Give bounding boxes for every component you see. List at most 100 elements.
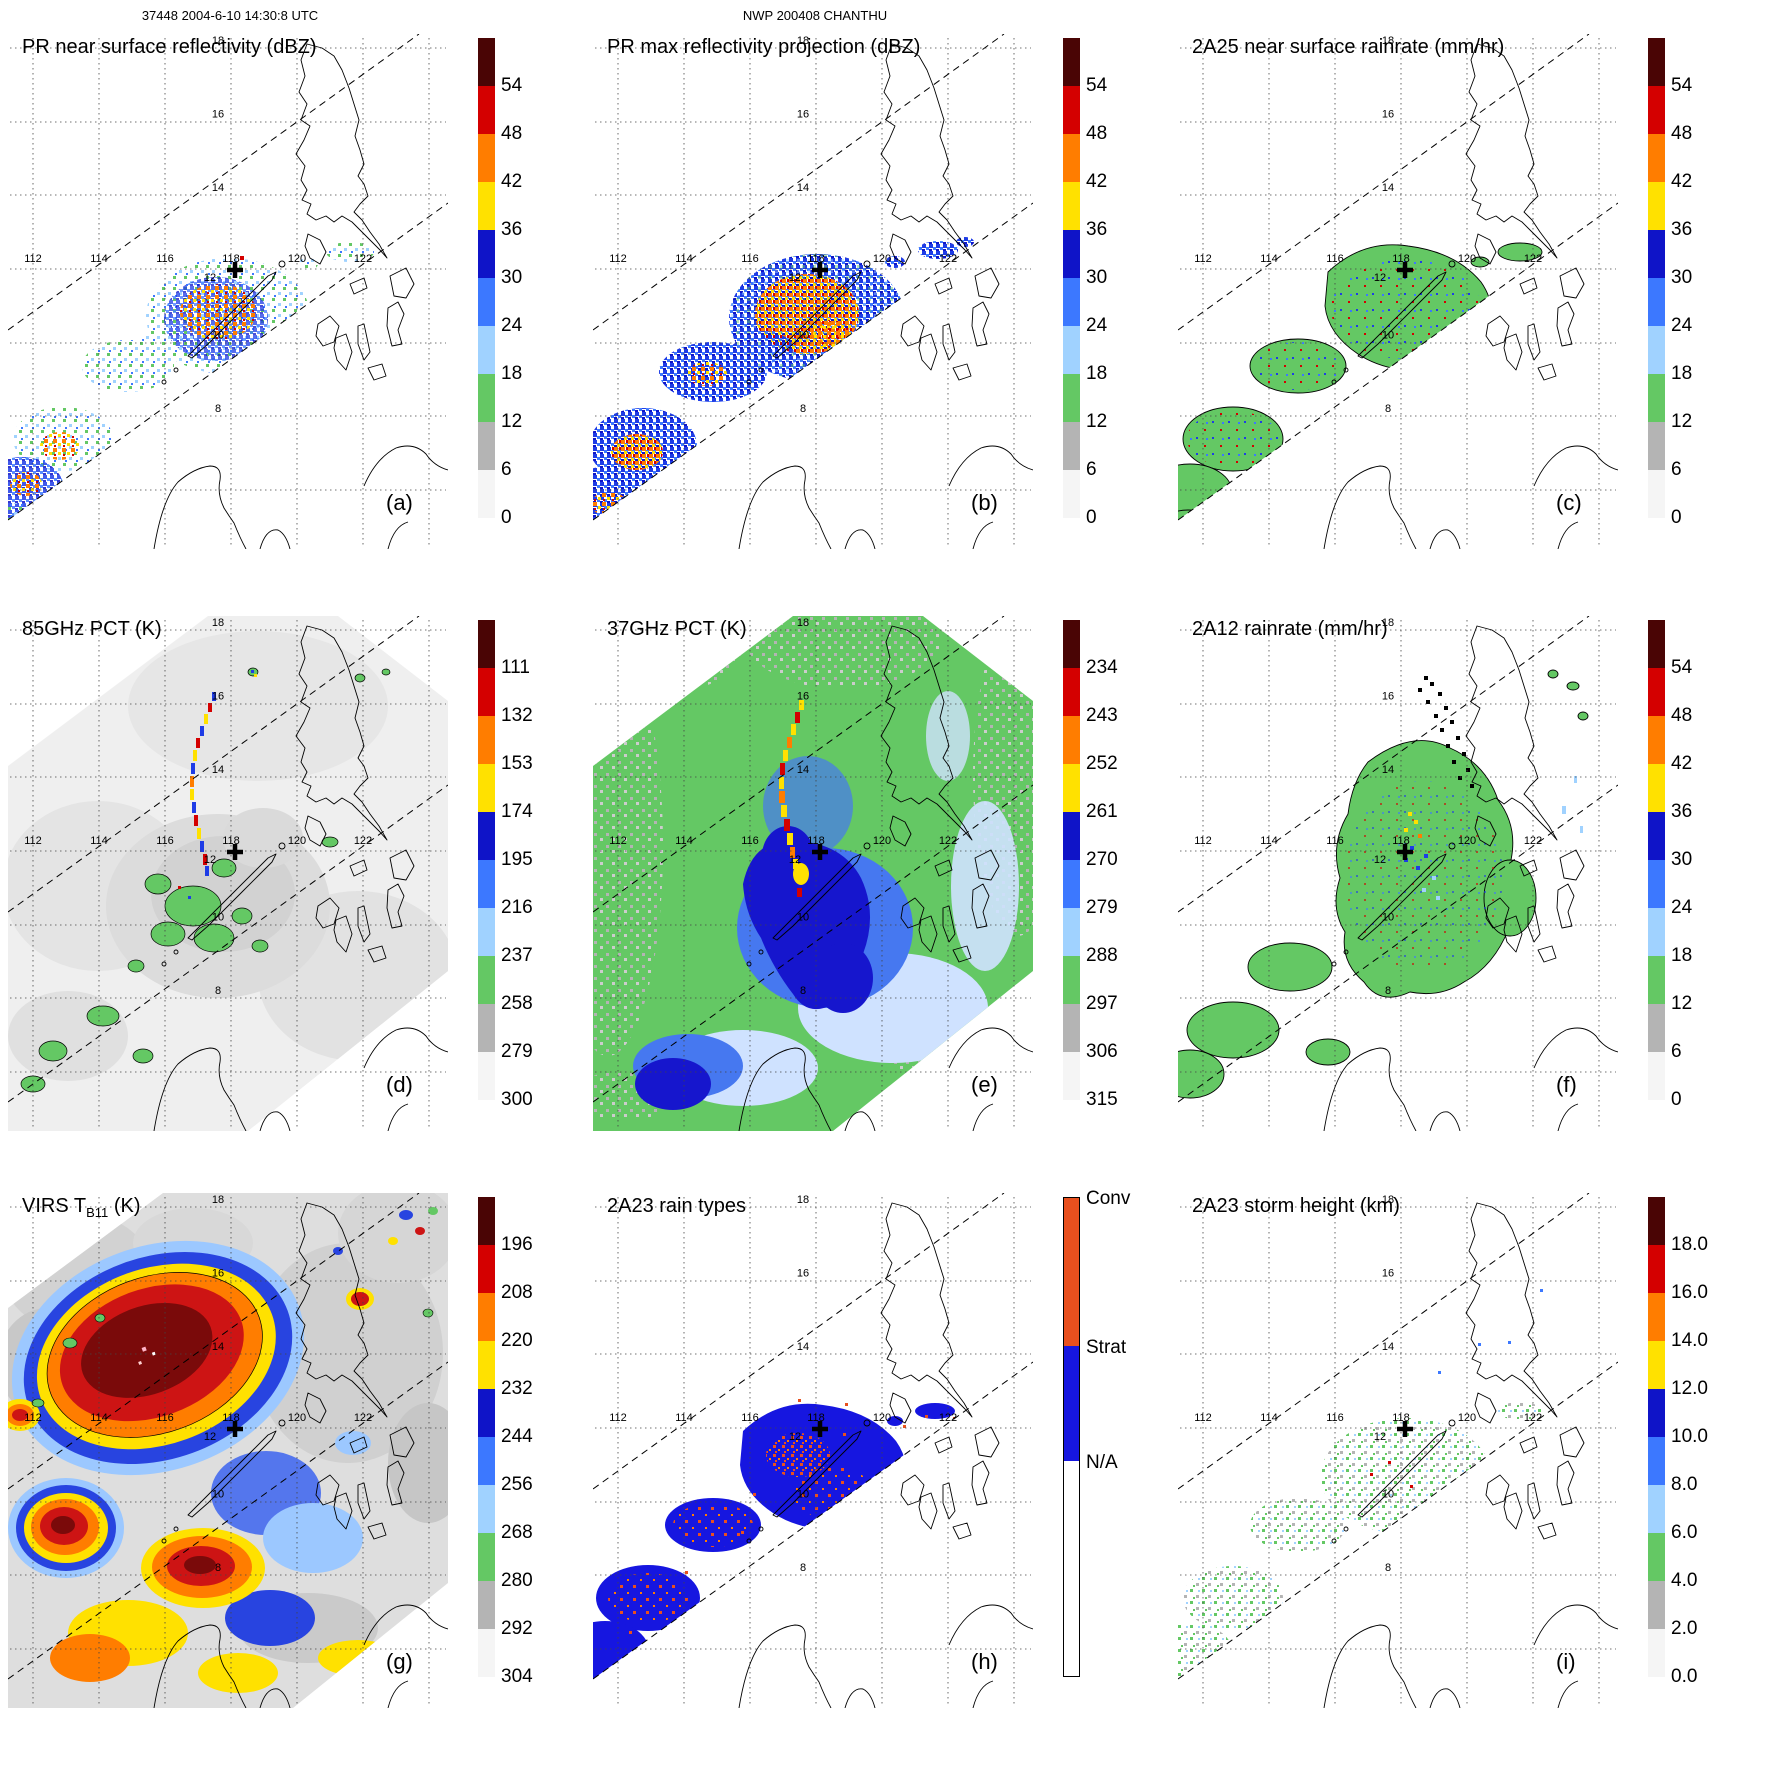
colorbar-segment	[1063, 956, 1080, 1004]
colorbar-tick: 196	[501, 1234, 533, 1255]
colorbar-segment	[1648, 1293, 1665, 1341]
colorbar-tick: 270	[1086, 849, 1118, 870]
colorbar-segment	[1648, 182, 1665, 230]
colorbar-segment	[478, 1004, 495, 1052]
colorbar-tick: 174	[501, 801, 533, 822]
colorbar-tick: 24	[1086, 315, 1108, 336]
colorbar-segment	[1063, 620, 1080, 668]
colorbar-ticks: 54 48 42 36 30 24 18 12 6 0	[501, 38, 573, 528]
geo-labels: 112 114 116 118 120 122 18 16 14 12 10 8	[609, 1194, 957, 1574]
svg-text:16: 16	[1382, 1268, 1394, 1280]
raintype-segment-Strat	[1064, 1346, 1079, 1461]
colorbar-segment	[1063, 86, 1080, 134]
geo-labels: 112 114 116 118 120 122 18 16 14 12 10 8	[1194, 617, 1542, 997]
colorbar	[1648, 38, 1665, 518]
svg-text:10: 10	[212, 329, 224, 341]
colorbar-tick: 12	[1671, 993, 1693, 1014]
colorbar-tick: 54	[501, 75, 523, 96]
svg-text:116: 116	[741, 253, 759, 265]
colorbar-tick: 36	[1671, 219, 1693, 240]
svg-text:12: 12	[204, 272, 216, 284]
colorbar-tick: 12	[501, 411, 523, 432]
svg-text:122: 122	[1524, 835, 1542, 847]
map-2a23-storm-height: 112 114 116 118 120 122 18 16 14 12 10 8	[1178, 1193, 1618, 1708]
colorbar-segment	[1063, 1004, 1080, 1052]
svg-text:112: 112	[609, 1412, 627, 1424]
colorbar-tick: 24	[1671, 897, 1693, 918]
map-2a12-rainrate: 112 114 116 118 120 122 18 16 14 12 10 8	[1178, 616, 1618, 1131]
colorbar-tick: 234	[1086, 657, 1118, 678]
colorbar-tick: 10.0	[1671, 1426, 1708, 1447]
colorbar-segment	[478, 1245, 495, 1293]
colorbar-segment	[1648, 86, 1665, 134]
panel-letter: (i)	[1556, 1649, 1576, 1674]
colorbar-segment	[1648, 1629, 1665, 1677]
convective-line	[779, 700, 809, 897]
svg-text:12: 12	[789, 1431, 801, 1443]
svg-text:122: 122	[939, 835, 957, 847]
geo-labels: 112 114 116 118 120 122 18 16 14 12 10 8	[24, 35, 372, 415]
svg-text:116: 116	[1326, 1412, 1344, 1424]
svg-text:116: 116	[156, 1412, 174, 1424]
colorbar-segment	[1063, 422, 1080, 470]
deep-convection-speckles	[1418, 676, 1474, 788]
colorbar-ticks: 54 48 42 36 30 24 18 12 6 0	[1086, 38, 1158, 528]
colorbar-segment	[1063, 668, 1080, 716]
svg-text:14: 14	[797, 764, 809, 776]
svg-text:112: 112	[1194, 835, 1212, 847]
geo-labels: 112 114 116 118 120 122 18 16 14 12 10 8	[1194, 35, 1542, 415]
colorbar-segment	[1648, 860, 1665, 908]
svg-text:8: 8	[1385, 1562, 1391, 1574]
colorbar-tick: 36	[1671, 801, 1693, 822]
colorbar-tick: 48	[1671, 705, 1693, 726]
svg-text:18: 18	[1382, 35, 1394, 47]
colorbar-segment	[478, 668, 495, 716]
svg-text:18: 18	[1382, 617, 1394, 629]
colorbar-segment	[1648, 1533, 1665, 1581]
svg-text:116: 116	[1326, 253, 1344, 265]
panel-b: 112 114 116 118 120 122 18 16 14 12 10 8 PR max ref…	[585, 0, 1170, 582]
colorbar-segment	[1648, 326, 1665, 374]
svg-text:118: 118	[1392, 1412, 1410, 1424]
colorbar-segment	[478, 1341, 495, 1389]
colorbar-tick: 315	[1086, 1089, 1118, 1110]
colorbar-segment	[1648, 956, 1665, 1004]
svg-text:12: 12	[1374, 854, 1386, 866]
colorbar-tick: 12	[1671, 411, 1693, 432]
svg-text:114: 114	[675, 253, 693, 265]
colorbar-segment	[1648, 716, 1665, 764]
svg-text:8: 8	[800, 1562, 806, 1574]
svg-text:120: 120	[873, 253, 891, 265]
svg-text:10: 10	[1382, 1488, 1394, 1500]
colorbar	[478, 1197, 495, 1677]
colorbar-segment	[478, 1389, 495, 1437]
colorbar-tick: 30	[1086, 267, 1108, 288]
svg-text:18: 18	[797, 35, 809, 47]
colorbar-segment	[1063, 374, 1080, 422]
map-pr-near-surface-reflectivity: 112 114 116 118 120 122 18 16 14 12 10 8	[8, 34, 448, 549]
svg-text:18: 18	[797, 1194, 809, 1206]
colorbar-ticks: 54 48 42 36 30 24 18 12 6 0	[1671, 38, 1743, 528]
colorbar-tick: 0.0	[1671, 1666, 1698, 1687]
colorbar-segment	[478, 326, 495, 374]
svg-text:18: 18	[212, 1194, 224, 1206]
colorbar-segment	[1648, 668, 1665, 716]
svg-text:114: 114	[90, 253, 108, 265]
colorbar-segment	[478, 86, 495, 134]
svg-text:114: 114	[90, 1412, 108, 1424]
panel-title: VIRS TB11 (K)	[22, 1195, 141, 1220]
svg-text:8: 8	[1385, 985, 1391, 997]
svg-text:18: 18	[212, 617, 224, 629]
colorbar-tick: 24	[501, 315, 523, 336]
panel-letter: (g)	[386, 1649, 413, 1674]
panel-letter: (b)	[971, 490, 998, 515]
colorbar-tick: 2.0	[1671, 1618, 1698, 1639]
colorbar-tick: 6	[501, 459, 512, 480]
svg-text:12: 12	[1374, 1431, 1386, 1443]
map-85ghz-pct: 112 114 116 118 120 122 18 16 14 12 10 8	[8, 616, 448, 1131]
svg-text:114: 114	[675, 1412, 693, 1424]
colorbar	[1063, 620, 1080, 1100]
svg-text:114: 114	[1260, 1412, 1278, 1424]
colorbar-segment	[1648, 1245, 1665, 1293]
